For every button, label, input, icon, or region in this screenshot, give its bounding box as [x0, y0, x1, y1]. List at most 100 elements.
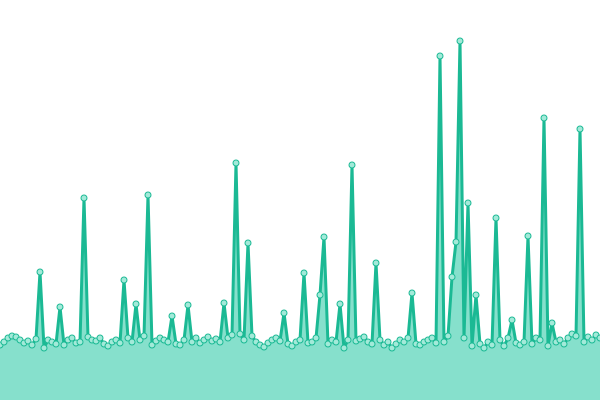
- data-point: [28, 341, 36, 349]
- data-point: [52, 340, 60, 348]
- data-point: [404, 334, 412, 342]
- data-point: [596, 334, 600, 342]
- data-point: [560, 340, 568, 348]
- data-point: [300, 269, 308, 277]
- data-point: [192, 334, 200, 342]
- data-point: [164, 338, 172, 346]
- data-point: [308, 338, 316, 346]
- data-point: [312, 334, 320, 342]
- data-point: [428, 334, 436, 342]
- data-point: [76, 338, 84, 346]
- data-point: [504, 334, 512, 342]
- data-point: [288, 342, 296, 350]
- data-point: [580, 338, 588, 346]
- data-point: [56, 303, 64, 311]
- data-point: [80, 194, 88, 202]
- data-point: [572, 332, 580, 340]
- data-point: [148, 341, 156, 349]
- data-point: [564, 334, 572, 342]
- data-point: [556, 336, 564, 344]
- data-point: [508, 316, 516, 324]
- data-point: [176, 341, 184, 349]
- data-point: [248, 332, 256, 340]
- data-point: [400, 338, 408, 346]
- data-point: [140, 332, 148, 340]
- data-point: [136, 336, 144, 344]
- data-point: [132, 300, 140, 308]
- line: [0, 39, 600, 350]
- data-point: [296, 336, 304, 344]
- data-point: [320, 233, 328, 241]
- data-point: [280, 309, 288, 317]
- data-point: [260, 343, 268, 351]
- data-point: [452, 238, 460, 246]
- data-point: [340, 344, 348, 352]
- data-point: [464, 199, 472, 207]
- data-point: [476, 340, 484, 348]
- data-point: [220, 299, 228, 307]
- data-point: [344, 336, 352, 344]
- data-point: [440, 338, 448, 346]
- data-point: [128, 338, 136, 346]
- data-point: [180, 336, 188, 344]
- data-point: [368, 340, 376, 348]
- data-point: [168, 312, 176, 320]
- data-point: [336, 300, 344, 308]
- data-point: [24, 337, 32, 345]
- data-point: [332, 338, 340, 346]
- data-point: [204, 333, 212, 341]
- data-point: [372, 259, 380, 267]
- data-point: [376, 336, 384, 344]
- data-point: [348, 161, 356, 169]
- data-point: [40, 344, 48, 352]
- data-point: [480, 344, 488, 352]
- data-point: [576, 125, 584, 133]
- data-point: [144, 191, 152, 199]
- data-point: [496, 336, 504, 344]
- data-point: [544, 342, 552, 350]
- data-point: [244, 239, 252, 247]
- data-point: [324, 340, 332, 348]
- data-point: [188, 338, 196, 346]
- data-point: [536, 336, 544, 344]
- data-point: [588, 336, 596, 344]
- data-point: [460, 334, 468, 342]
- data-point: [528, 340, 536, 348]
- data-point: [276, 337, 284, 345]
- data-point: [388, 344, 396, 352]
- data-point: [0, 338, 8, 346]
- data-point: [36, 268, 44, 276]
- data-point: [436, 52, 444, 60]
- data-point: [104, 342, 112, 350]
- data-point: [228, 331, 236, 339]
- data-point: [472, 291, 480, 299]
- data-point: [384, 338, 392, 346]
- data-point: [240, 336, 248, 344]
- data-point: [448, 273, 456, 281]
- data-point: [236, 330, 244, 338]
- data-point: [408, 289, 416, 297]
- data-point: [540, 114, 548, 122]
- data-point: [116, 339, 124, 347]
- data-point: [456, 37, 464, 45]
- data-point: [316, 291, 324, 299]
- data-point: [96, 334, 104, 342]
- data-point: [60, 341, 68, 349]
- data-point: [488, 341, 496, 349]
- data-point: [468, 342, 476, 350]
- data-point: [68, 334, 76, 342]
- area-fill: [0, 41, 600, 400]
- data-point: [124, 334, 132, 342]
- data-point: [520, 338, 528, 346]
- data-point: [444, 332, 452, 340]
- data-point: [548, 319, 556, 327]
- data-point: [500, 342, 508, 350]
- data-point: [32, 335, 40, 343]
- data-point: [232, 159, 240, 167]
- data-point: [184, 301, 192, 309]
- data-point: [360, 333, 368, 341]
- data-point: [216, 338, 224, 346]
- data-point: [492, 214, 500, 222]
- data-point: [392, 340, 400, 348]
